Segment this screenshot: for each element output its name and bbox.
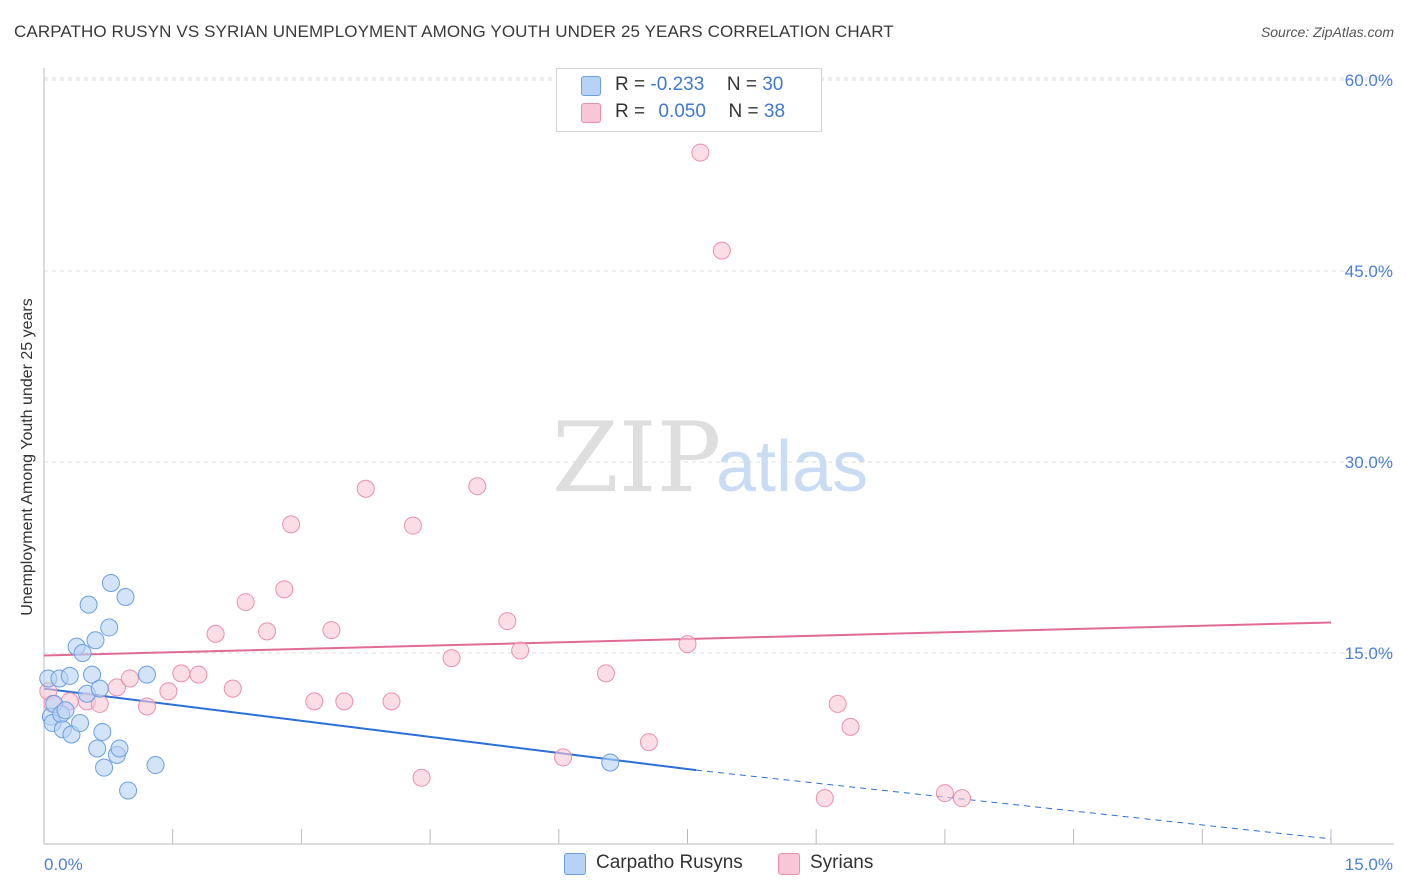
y-tick-labels: 15.0% 30.0% 45.0% 60.0% <box>1345 71 1393 663</box>
point-syrians[interactable] <box>335 692 354 711</box>
y-tick-label: 30.0% <box>1345 453 1393 472</box>
legend-label-syrians: Syrians <box>810 852 874 873</box>
point-syrians[interactable] <box>137 697 156 716</box>
x-tick-labels: 0.0% 15.0% <box>44 855 1393 874</box>
point-syrians[interactable] <box>412 768 431 787</box>
point-carpatho[interactable] <box>110 739 129 758</box>
point-carpatho[interactable] <box>60 666 79 685</box>
point-syrians[interactable] <box>468 477 487 496</box>
point-carpatho[interactable] <box>90 679 109 698</box>
point-syrians[interactable] <box>935 784 954 803</box>
gridlines <box>44 77 1394 654</box>
legend-swatch-carpatho <box>581 76 601 96</box>
trend-line-carpatho-extrapolated <box>696 769 1332 840</box>
point-carpatho[interactable] <box>83 665 102 684</box>
point-carpatho[interactable] <box>71 714 90 733</box>
watermark-zip: ZIP <box>552 402 721 514</box>
point-syrians[interactable] <box>258 622 277 641</box>
legend-r-value: 0.050 <box>658 101 706 122</box>
point-carpatho[interactable] <box>79 595 98 614</box>
point-syrians[interactable] <box>223 679 242 698</box>
point-syrians[interactable] <box>322 621 341 640</box>
y-tick-label: 45.0% <box>1345 262 1393 281</box>
point-syrians[interactable] <box>206 624 225 643</box>
legend-n-label: N = <box>726 74 757 95</box>
point-syrians[interactable] <box>382 692 401 711</box>
legend-r-value: -0.233 <box>650 74 705 95</box>
legend-swatch-syrians <box>581 103 601 123</box>
point-syrians[interactable] <box>282 515 301 534</box>
y-tick-label: 60.0% <box>1345 71 1393 90</box>
chart-title: CARPATHO RUSYN VS SYRIAN UNEMPLOYMENT AM… <box>14 22 894 41</box>
watermark: ZIP atlas <box>552 402 868 514</box>
point-syrians[interactable] <box>815 789 834 808</box>
legend-box: R = -0.233 N = 30 R = 0.050 N = 38 <box>556 68 822 132</box>
point-carpatho[interactable] <box>88 739 107 758</box>
point-carpatho[interactable] <box>146 756 165 775</box>
point-syrians[interactable] <box>953 789 972 808</box>
point-syrians[interactable] <box>442 649 461 668</box>
point-carpatho[interactable] <box>73 644 92 662</box>
point-carpatho[interactable] <box>101 573 120 592</box>
legend-n-value: 30 <box>762 74 784 95</box>
point-carpatho[interactable] <box>56 701 75 720</box>
point-syrians[interactable] <box>403 516 422 535</box>
point-syrians[interactable] <box>120 669 139 688</box>
point-syrians[interactable] <box>189 665 208 684</box>
legend-r-label: R = <box>615 101 646 122</box>
point-syrians[interactable] <box>305 692 324 711</box>
point-carpatho[interactable] <box>119 781 138 800</box>
point-syrians[interactable] <box>159 682 178 701</box>
point-carpatho[interactable] <box>137 665 156 684</box>
point-syrians[interactable] <box>596 664 615 683</box>
point-carpatho[interactable] <box>86 631 105 650</box>
x-tick-label: 0.0% <box>44 855 83 874</box>
point-syrians[interactable] <box>356 479 375 498</box>
point-carpatho[interactable] <box>95 758 114 777</box>
source-credit: Source: ZipAtlas.com <box>1260 24 1394 40</box>
point-syrians[interactable] <box>511 641 530 660</box>
legend-n-value: 38 <box>763 101 786 122</box>
x-tick-marks <box>172 829 1332 844</box>
point-syrians[interactable] <box>678 635 697 654</box>
point-syrians[interactable] <box>554 748 573 767</box>
trend-lines <box>43 621 1332 840</box>
series-points <box>39 143 972 808</box>
point-carpatho[interactable] <box>100 618 119 637</box>
point-syrians[interactable] <box>828 694 847 713</box>
point-syrians[interactable] <box>236 593 255 612</box>
legend-label-carpatho: Carpatho Rusyns <box>596 852 743 873</box>
point-carpatho[interactable] <box>116 587 135 606</box>
watermark-atlas: atlas <box>716 427 868 507</box>
point-syrians[interactable] <box>841 717 860 736</box>
point-syrians[interactable] <box>172 664 191 683</box>
point-syrians[interactable] <box>712 241 731 260</box>
point-syrians[interactable] <box>498 612 517 631</box>
x-tick-label: 15.0% <box>1345 855 1393 874</box>
legend-swatch-syrians <box>778 853 800 875</box>
legend-r-label: R = <box>615 74 646 95</box>
legend-n-label: N = <box>728 101 759 122</box>
y-tick-label: 15.0% <box>1345 644 1393 663</box>
point-syrians[interactable] <box>691 143 710 162</box>
point-carpatho[interactable] <box>93 722 112 741</box>
point-carpatho[interactable] <box>601 753 620 772</box>
legend-swatch-carpatho <box>564 853 586 875</box>
point-syrians[interactable] <box>639 733 658 752</box>
point-syrians[interactable] <box>275 580 294 599</box>
